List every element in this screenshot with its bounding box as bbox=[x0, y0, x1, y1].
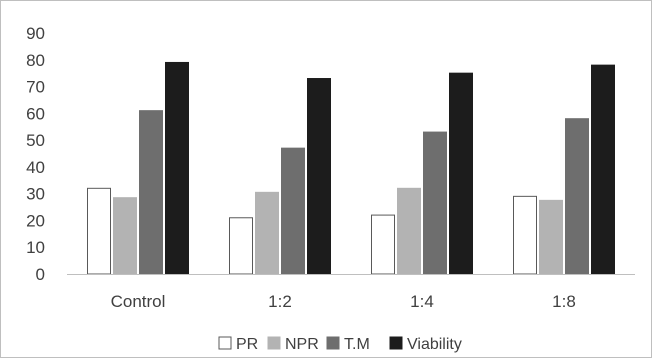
x-category-label: Control bbox=[111, 292, 166, 311]
bar-npr-0 bbox=[113, 197, 137, 275]
bar-t-m-1 bbox=[281, 147, 305, 275]
legend-swatch bbox=[218, 336, 232, 350]
bar-viability-2 bbox=[449, 72, 473, 275]
bar-viability-1 bbox=[307, 78, 331, 275]
y-tick-label: 50 bbox=[26, 131, 45, 150]
bar-npr-3 bbox=[539, 199, 563, 275]
bar-npr-2 bbox=[397, 187, 421, 275]
x-axis-labels: Control 1:2 1:4 1:8 bbox=[111, 292, 576, 311]
legend-label: Viability bbox=[407, 336, 462, 353]
y-tick-label: 40 bbox=[26, 158, 45, 177]
bar-pr-2 bbox=[371, 214, 395, 275]
legend-swatch bbox=[389, 336, 403, 350]
bar-t-m-2 bbox=[423, 131, 447, 275]
legend-label: PR bbox=[236, 336, 258, 353]
bar-viability-0 bbox=[165, 61, 189, 275]
bar-viability-3 bbox=[591, 64, 615, 275]
y-axis-ticks: 0 10 20 30 40 50 60 70 80 90 bbox=[26, 24, 45, 284]
y-tick-label: 70 bbox=[26, 78, 45, 97]
x-category-label: 1:2 bbox=[268, 292, 292, 311]
legend: PR NPR T.M Viability bbox=[218, 336, 462, 353]
y-tick-label: 0 bbox=[36, 265, 45, 284]
bar-t-m-3 bbox=[565, 118, 589, 275]
legend-label: T.M bbox=[344, 336, 370, 353]
y-tick-label: 60 bbox=[26, 104, 45, 123]
y-tick-label: 90 bbox=[26, 24, 45, 43]
y-tick-label: 30 bbox=[26, 185, 45, 204]
legend-swatch bbox=[326, 336, 340, 350]
x-category-label: 1:8 bbox=[552, 292, 576, 311]
y-tick-label: 20 bbox=[26, 211, 45, 230]
legend-swatch bbox=[267, 336, 281, 350]
bar-pr-3 bbox=[513, 195, 537, 275]
bars bbox=[87, 61, 615, 275]
bar-npr-1 bbox=[255, 191, 279, 275]
legend-label: NPR bbox=[285, 336, 319, 353]
y-tick-label: 10 bbox=[26, 238, 45, 257]
x-category-label: 1:4 bbox=[410, 292, 434, 311]
bar-pr-1 bbox=[229, 217, 253, 275]
bar-t-m-0 bbox=[139, 110, 163, 275]
bar-pr-0 bbox=[87, 187, 111, 275]
y-tick-label: 80 bbox=[26, 51, 45, 70]
